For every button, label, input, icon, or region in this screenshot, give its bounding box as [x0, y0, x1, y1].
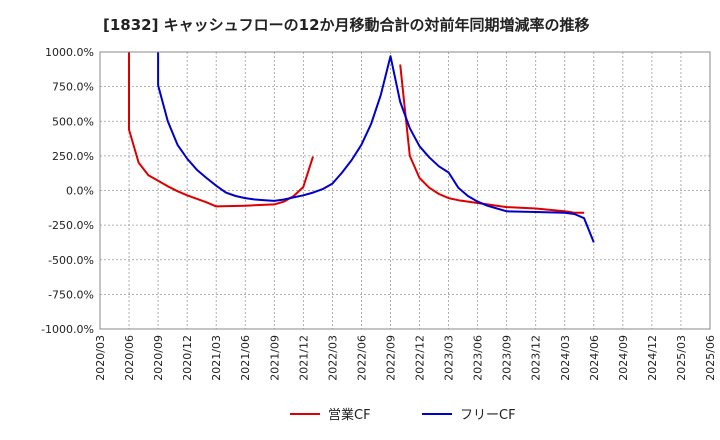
legend-label: 営業CF [328, 407, 371, 423]
series-lines [128, 52, 595, 243]
x-tick-label: 2024/09 [617, 335, 630, 381]
x-tick-label: 2021/09 [268, 335, 281, 381]
x-tick-label: 2022/06 [355, 335, 368, 381]
x-tick-label: 2023/06 [472, 335, 485, 381]
x-tick-label: 2022/12 [414, 335, 427, 381]
x-tick-label: 2024/03 [559, 335, 572, 381]
y-tick-label: 1000.0% [45, 46, 94, 59]
x-tick-label: 2024/06 [588, 335, 601, 381]
x-tick-label: 2023/12 [530, 335, 543, 381]
x-tick-label: 2024/12 [646, 335, 659, 381]
y-tick-label: 750.0% [52, 81, 94, 94]
legend: 営業CF フリーCF [290, 407, 516, 423]
y-tick-label: -1000.0% [41, 323, 94, 336]
x-tick-label: 2022/03 [326, 335, 339, 381]
x-tick-label: 2020/09 [152, 335, 165, 381]
series-line-1 [157, 52, 595, 243]
y-tick-label: -250.0% [48, 219, 94, 232]
x-tick-label: 2025/03 [675, 335, 688, 381]
y-tick-label: 0.0% [66, 185, 94, 198]
chart-title: [1832] キャッシュフローの12か月移動合計の対前年同期増減率の推移 [103, 16, 590, 34]
x-tick-label: 2025/06 [704, 335, 717, 381]
legend-label: フリーCF [460, 408, 516, 423]
x-tick-label: 2020/03 [94, 335, 107, 381]
x-tick-label: 2020/12 [181, 335, 194, 381]
x-tick-label: 2021/12 [297, 335, 310, 381]
y-tick-label: -500.0% [48, 254, 94, 267]
x-tick-label: 2023/03 [443, 335, 456, 381]
grid [100, 52, 710, 329]
x-tick-label: 2023/09 [501, 335, 514, 381]
y-tick-label: 500.0% [52, 115, 94, 128]
plot-frame [99, 51, 711, 330]
y-axis: 1000.0% 750.0% 500.0% 250.0% 0.0% -250.0% -500… [41, 46, 94, 336]
x-tick-label: 2021/03 [210, 335, 223, 381]
series-line-0 [128, 52, 585, 214]
x-tick-label: 2022/09 [384, 335, 397, 381]
x-axis: 2020/03 2020/06 2020/09 2020/12 2021/03 2021/… [94, 335, 717, 381]
y-tick-label: -750.0% [48, 288, 94, 301]
y-tick-label: 250.0% [52, 150, 94, 163]
x-tick-label: 2020/06 [123, 335, 136, 381]
x-tick-label: 2021/06 [239, 335, 252, 381]
